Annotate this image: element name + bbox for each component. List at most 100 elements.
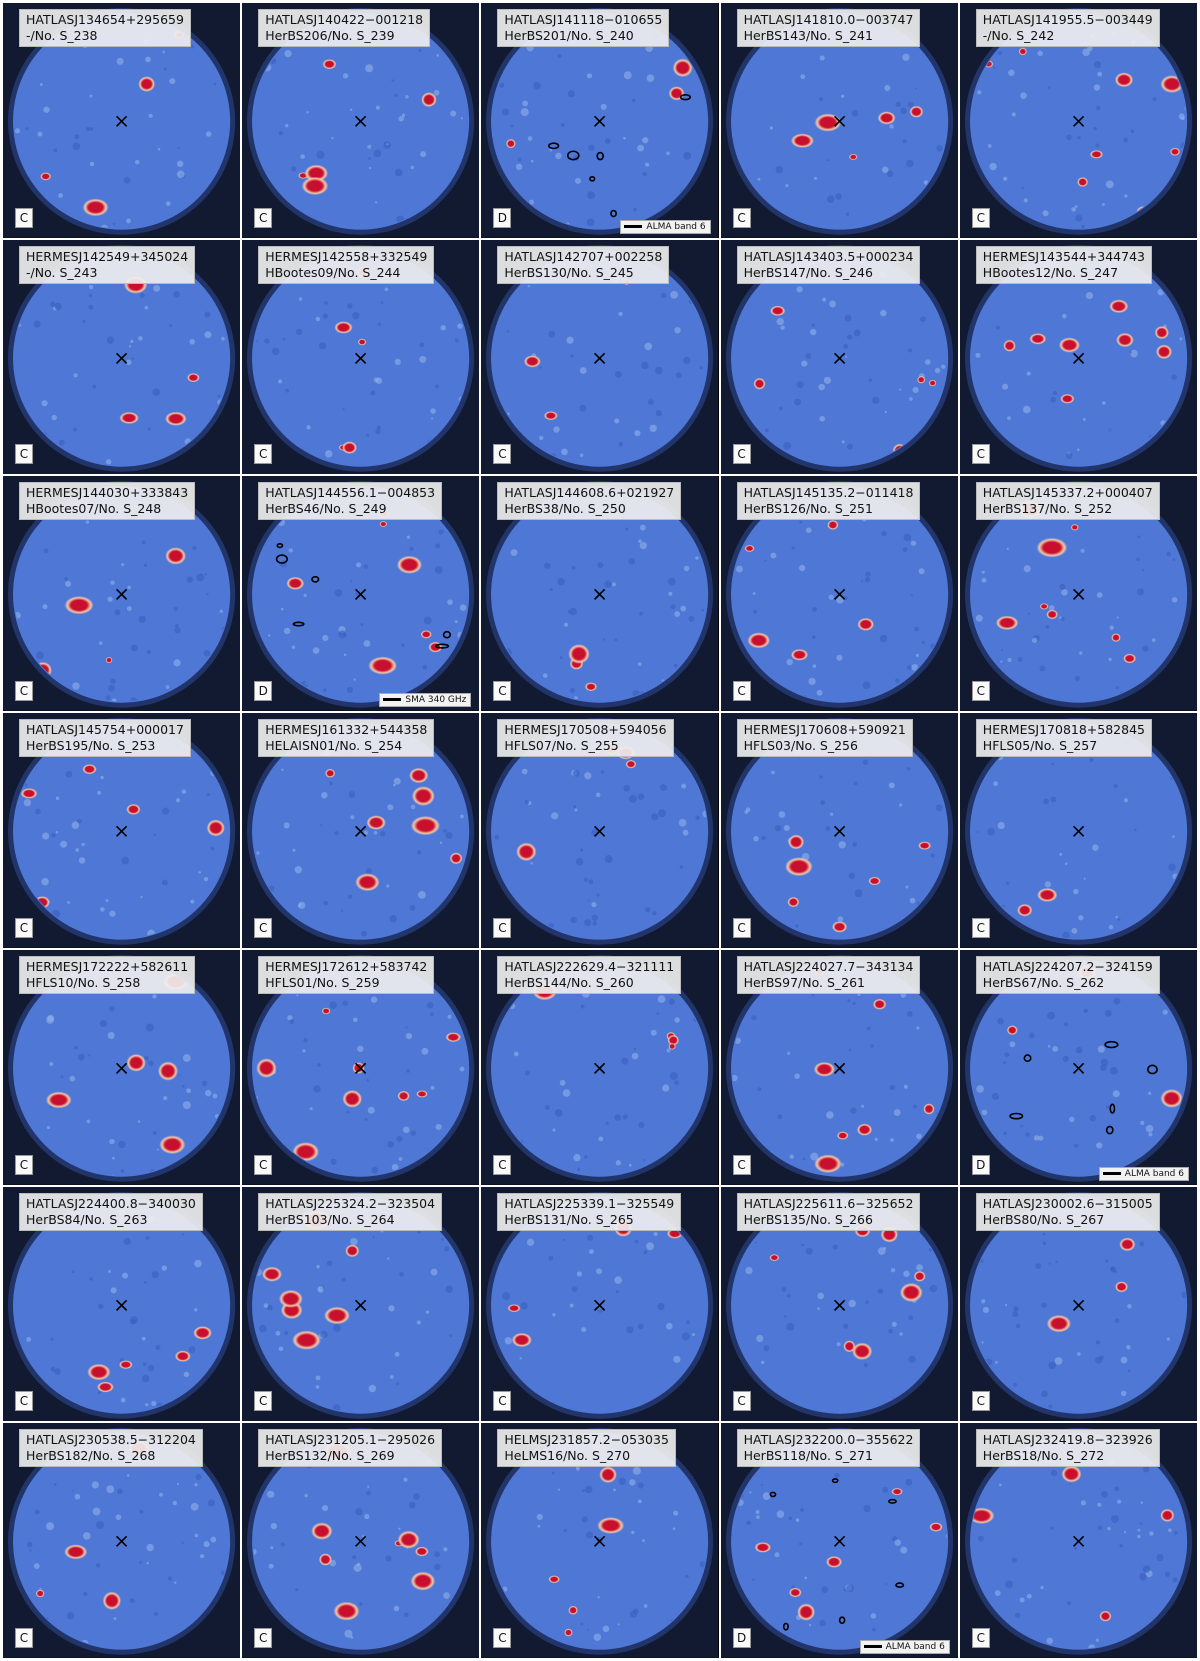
cutout-panel: HATLASJ230538.5−312204 HerBS182/No. S_268… [3,1423,241,1658]
source-id: HATLASJ144608.6+021927 [504,485,675,501]
source-name: HELAISN01/No. S_254 [265,738,403,754]
source-name: HeLMS16/No. S_270 [504,1448,631,1464]
source-label: HATLASJ143403.5+000234 HerBS147/No. S_246 [736,245,921,284]
center-cross-marker [116,1536,128,1548]
source-label: HATLASJ144608.6+021927 HerBS38/No. S_250 [497,482,682,521]
center-cross-marker [1072,589,1084,601]
sky-image [959,3,1197,238]
cutout-panel: HATLASJ134654+295659 -/No. S_238 C [3,3,241,238]
class-badge: C [971,681,990,702]
center-cross-marker [355,1299,367,1311]
source-id: HATLASJ144556.1−004853 [265,485,436,501]
source-name: HerBS195/No. S_253 [26,738,156,754]
source-id: HATLASJ145754+000017 [26,722,184,738]
class-badge: C [732,1391,751,1412]
source-label: HATLASJ224027.7−343134 HerBS97/No. S_261 [736,955,921,994]
class-badge: D [971,1154,990,1175]
class-badge: D [493,207,512,228]
source-name: HBootes12/No. S_247 [982,264,1119,280]
source-name: HerBS147/No. S_246 [743,264,873,280]
source-id: HATLASJ232419.8−323926 [982,1432,1153,1448]
center-cross-marker [116,115,128,127]
source-label: HATLASJ141118−010655 HerBS201/No. S_240 [497,9,670,47]
class-badge: C [254,917,273,938]
center-cross-marker [116,1299,128,1311]
source-id: HATLASJ140422−001218 [265,12,424,27]
class-badge: C [732,207,751,228]
cutout-panel: HATLASJ140422−001218 HerBS206/No. S_239 C [242,3,480,238]
source-label: HERMESJ161332+544358 HELAISN01/No. S_254 [258,719,435,758]
source-name: HerBS132/No. S_269 [265,1448,395,1464]
source-id: HATLASJ134654+295659 [26,12,184,27]
source-label: HATLASJ141955.5−003449 -/No. S_242 [975,9,1160,47]
source-name: HerBS67/No. S_262 [982,974,1105,990]
source-name: HerBS144/No. S_260 [504,974,634,990]
center-cross-marker [833,1536,845,1548]
class-badge: C [15,207,33,228]
cutout-panel: HATLASJ145754+000017 HerBS195/No. S_253 C [3,713,241,948]
source-label: HATLASJ231205.1−295026 HerBS132/No. S_269 [258,1429,443,1468]
source-id: HATLASJ225339.1−325549 [504,1195,675,1211]
source-name: HFLS07/No. S_255 [504,738,619,754]
source-id: HERMESJ161332+544358 [265,722,428,738]
cutout-panel: HERMESJ172222+582611 HFLS10/No. S_258 C [3,949,241,1185]
source-id: HATLASJ224400.8−340030 [26,1195,196,1211]
beam-legend: ALMA band 6 [859,1639,950,1654]
class-badge: C [15,681,33,702]
center-cross-marker [833,352,845,364]
center-cross-marker [594,352,606,364]
source-label: HATLASJ145337.2+000407 HerBS137/No. S_252 [975,482,1160,521]
cutout-panel: HATLASJ141955.5−003449 -/No. S_242 C [959,3,1197,238]
center-cross-marker [116,352,128,364]
source-id: HERMESJ170508+594056 [504,722,667,738]
class-badge: D [254,681,273,702]
source-name: HFLS10/No. S_258 [26,974,141,990]
cutout-panel: HERMESJ170608+590921 HFLS03/No. S_256 C [720,713,958,948]
center-cross-marker [355,1062,367,1074]
source-name: HerBS46/No. S_249 [265,501,387,517]
source-id: HELMSJ231857.2−053035 [504,1432,669,1448]
source-label: HATLASJ225324.2−323504 HerBS103/No. S_264 [258,1192,443,1231]
center-cross-marker [594,115,606,127]
beam-bar-icon [383,698,402,702]
class-badge: C [971,207,990,228]
class-badge: C [493,1391,512,1412]
source-label: HATLASJ145135.2−011418 HerBS126/No. S_251 [736,482,921,521]
source-id: HATLASJ225324.2−323504 [265,1195,436,1211]
source-id: HERMESJ142549+345024 [26,248,189,264]
class-badge: C [732,444,751,465]
source-label: HERMESJ170508+594056 HFLS07/No. S_255 [497,719,674,758]
center-cross-marker [594,1062,606,1074]
source-label: HERMESJ143544+344743 HBootes12/No. S_247 [975,245,1152,284]
class-badge: C [971,1391,990,1412]
source-id: HATLASJ143403.5+000234 [743,248,914,264]
source-name: HerBS131/No. S_265 [504,1211,634,1227]
class-badge: C [971,444,990,465]
source-label: HATLASJ134654+295659 -/No. S_238 [19,9,191,47]
center-cross-marker [355,825,367,838]
center-cross-marker [1072,825,1084,838]
center-cross-marker [1072,1299,1084,1311]
cutout-panel: HATLASJ143403.5+000234 HerBS147/No. S_246… [720,239,958,475]
center-cross-marker [1072,1536,1084,1548]
class-badge: C [254,1627,273,1648]
class-badge: C [254,444,273,465]
cutout-panel: HATLASJ144608.6+021927 HerBS38/No. S_250 C [481,476,719,712]
source-id: HERMESJ170608+590921 [743,722,906,738]
source-name: HerBS143/No. S_241 [743,28,873,43]
source-name: -/No. S_238 [26,28,98,43]
source-id: HATLASJ145337.2+000407 [982,485,1153,501]
class-badge: C [732,1154,751,1175]
class-badge: C [15,917,33,938]
beam-legend: ALMA band 6 [620,219,711,234]
source-name: HerBS130/No. S_245 [504,264,634,280]
cutout-panel: HATLASJ232200.0−355622 HerBS118/No. S_271… [720,1423,958,1658]
cutout-panel: HATLASJ224207.2−324159 HerBS67/No. S_262 D… [959,949,1197,1185]
source-name: -/No. S_242 [982,28,1055,43]
beam-label: ALMA band 6 [1124,1168,1184,1179]
source-label: HATLASJ225611.6−325652 HerBS135/No. S_266 [736,1192,921,1231]
source-id: HATLASJ232200.0−355622 [743,1432,914,1448]
source-id: HERMESJ143544+344743 [982,248,1145,264]
sky-image [720,476,958,712]
source-name: HBootes09/No. S_244 [265,264,401,280]
